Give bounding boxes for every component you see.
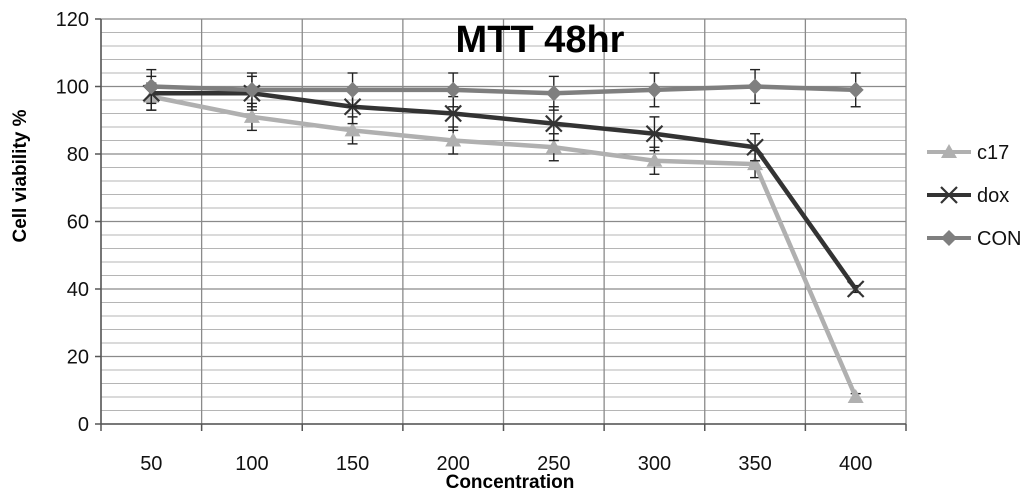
data-point <box>444 104 462 123</box>
data-point <box>243 81 260 98</box>
marker-stroke <box>645 124 664 143</box>
marker-stroke <box>846 280 865 298</box>
legend-label: dox <box>977 185 1009 207</box>
series-line <box>150 94 858 398</box>
data-point <box>545 139 562 154</box>
data-point <box>747 156 764 171</box>
legend-item-dox: dox <box>927 185 1009 207</box>
y-tick-label: 20 <box>67 347 89 369</box>
legend-label: c17 <box>977 142 1009 164</box>
y-tick-label: 60 <box>67 212 89 234</box>
x-tick-label: 300 <box>638 453 671 475</box>
data-point <box>747 78 764 95</box>
x-tick-label: 200 <box>437 453 470 475</box>
data-point <box>847 81 864 98</box>
data-point <box>143 78 160 95</box>
data-point <box>645 124 664 143</box>
x-tick-labels: 50 100 150 200 250 300 350 400 <box>140 453 872 475</box>
data-point <box>746 138 764 157</box>
x-tick-label: 50 <box>140 453 162 475</box>
data-point <box>646 152 663 167</box>
x-tick-label: 100 <box>235 453 268 475</box>
marker-stroke <box>545 114 563 133</box>
data-point <box>846 280 865 298</box>
data-point <box>545 85 562 102</box>
x-axis-title: Concentration <box>446 472 575 493</box>
legend-label: CON <box>977 228 1021 250</box>
chart-title: MTT 48hr <box>456 19 625 61</box>
y-tick-label: 100 <box>56 77 89 99</box>
marker-stroke <box>746 138 764 157</box>
x-tick-label: 400 <box>839 453 872 475</box>
marker-stroke <box>940 186 958 204</box>
legend-swatch-marker <box>940 186 958 204</box>
data-point <box>445 81 462 98</box>
grid <box>100 18 907 425</box>
legend-item-con: CON <box>927 228 1021 250</box>
x-tick-label: 350 <box>738 453 771 475</box>
y-tick-label: 0 <box>78 414 89 436</box>
legend-item-c17: c17 <box>927 142 1009 164</box>
series-line <box>151 84 856 96</box>
legend-swatch-marker <box>941 144 957 158</box>
data-point <box>445 132 462 147</box>
y-tick-label: 80 <box>67 144 89 166</box>
y-tick-labels: 0 20 40 60 80 100 120 <box>56 9 89 436</box>
y-tick-label: 120 <box>56 9 89 31</box>
data-point <box>344 122 361 137</box>
data-point <box>243 108 260 123</box>
x-tick-label: 150 <box>336 453 369 475</box>
series-con <box>143 68 864 111</box>
data-point <box>847 389 864 403</box>
data-point <box>344 81 361 98</box>
legend-swatch-marker <box>941 230 957 246</box>
legend: c17 dox CON <box>927 142 1021 250</box>
series-line <box>151 91 858 291</box>
data-point <box>545 114 563 133</box>
series-dox <box>142 75 865 298</box>
y-axis-title: Cell viability % <box>10 109 31 242</box>
y-tick-label: 40 <box>67 279 89 301</box>
x-tick-label: 250 <box>537 453 570 475</box>
series <box>142 68 865 403</box>
data-point <box>646 81 663 98</box>
marker-stroke <box>444 104 462 123</box>
axes <box>95 18 907 431</box>
